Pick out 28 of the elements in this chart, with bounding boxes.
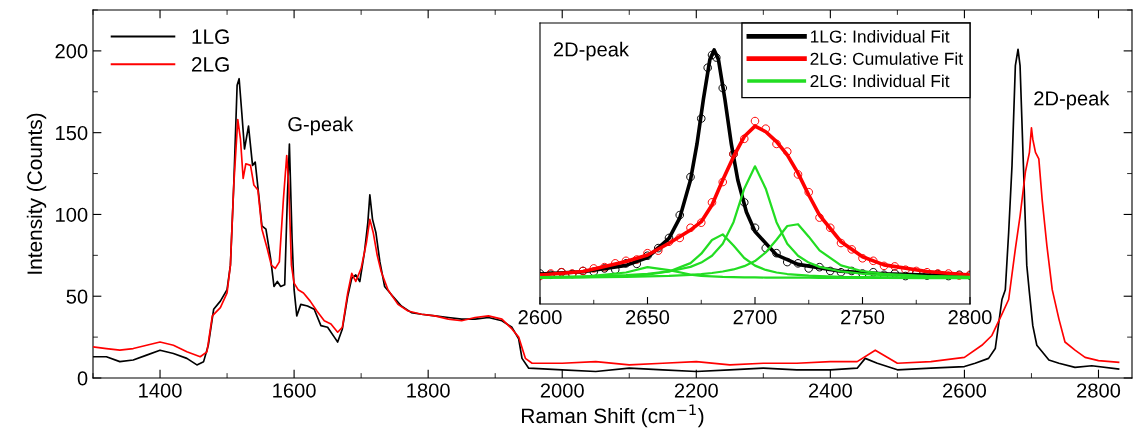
x-tick-label: 1600	[273, 383, 316, 398]
x-tick-label: 2400	[808, 383, 852, 398]
legend-label: 1LG: Individual Fit	[810, 29, 950, 43]
annotation: 2D-peak	[1034, 90, 1110, 110]
x-tick-label: 2650	[626, 310, 670, 325]
annotation: 2D-peak	[553, 41, 630, 61]
y-tick-label: 150	[56, 125, 88, 141]
x-tick-label: 2600	[943, 383, 987, 398]
x-tick-label: 2750	[841, 310, 885, 325]
legend-label: 2LG: Individual Fit	[810, 74, 950, 88]
x-tick-label: 2600	[518, 310, 562, 325]
x-tick-label: 2200	[674, 383, 718, 398]
legend-label: 1LG	[192, 29, 229, 45]
x-tick-label: 2700	[733, 310, 777, 325]
y-tick-label: 0	[77, 371, 88, 386]
x-tick-label: 2000	[540, 383, 584, 398]
legend-label: 2LG	[191, 57, 229, 72]
x-axis-title: Raman Shift (cm$^{−1}$)	[522, 404, 704, 428]
annotation: G-peak	[288, 116, 354, 136]
x-tick-label: 1800	[407, 383, 450, 398]
x-tick-label: 1400	[139, 383, 182, 398]
x-tick-label: 2800	[948, 310, 992, 325]
y-tick-label: 50	[66, 289, 88, 304]
x-tick-label: 2800	[1077, 383, 1121, 398]
y-axis-title: Intensity (Counts)	[26, 113, 47, 274]
legend-label: 2LG: Cumulative Fit	[810, 52, 963, 65]
y-tick-label: 200	[55, 44, 88, 59]
y-tick-label: 100	[56, 207, 88, 222]
